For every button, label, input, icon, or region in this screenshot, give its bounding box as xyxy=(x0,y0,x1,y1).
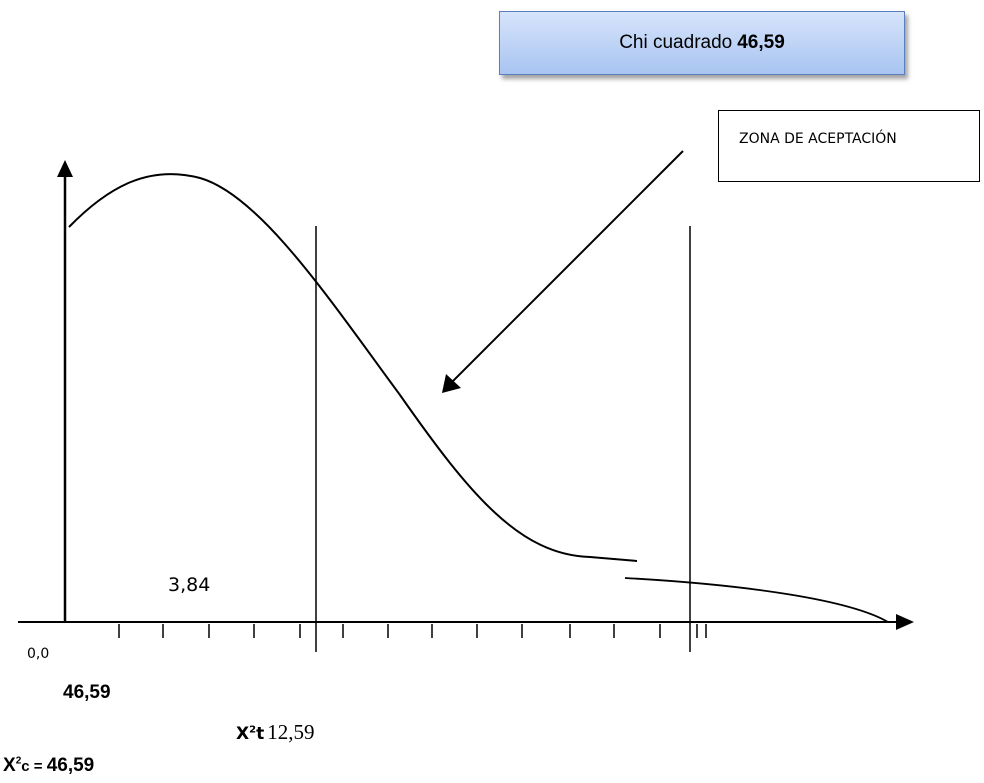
title-label: Chi cuadrado xyxy=(619,32,733,53)
acceptance-zone-label: ZONA DE ACEPTACIÓN xyxy=(739,131,897,147)
x-axis-ticks xyxy=(118,624,707,638)
origin-label: 0,0 xyxy=(27,646,50,662)
distribution-curve xyxy=(68,173,638,562)
acceptance-zone-arrowhead-icon xyxy=(442,374,461,393)
chi-table-sup: 2 xyxy=(249,724,257,736)
y-axis-arrowhead-icon xyxy=(57,160,73,177)
x-axis-arrowhead-icon xyxy=(896,614,914,630)
chi-square-title-box: Chi cuadrado 46,59 xyxy=(499,11,905,75)
chi-calc-symbol: X xyxy=(3,755,16,776)
chi-calc-suffix: c = xyxy=(21,758,47,775)
chi-calc-value: X2c = 46,59 xyxy=(3,755,94,777)
chi-table-value: X2t 12,59 xyxy=(236,720,314,745)
value-below-axis: 46,59 xyxy=(63,682,111,703)
acceptance-zone-arrow xyxy=(447,150,684,387)
critical-value-label: 3,84 xyxy=(168,574,211,596)
chi-table-symbol: X xyxy=(236,724,250,744)
title-value: 46,59 xyxy=(737,32,785,53)
acceptance-zone-box: ZONA DE ACEPTACIÓN xyxy=(718,110,980,182)
chi-calc-sup: 2 xyxy=(15,755,22,767)
chi-table-suffix: t xyxy=(256,724,265,744)
distribution-tail xyxy=(624,577,889,623)
chi-table-number: 12,59 xyxy=(267,720,315,744)
chi-calc-number: 46,59 xyxy=(46,755,95,776)
